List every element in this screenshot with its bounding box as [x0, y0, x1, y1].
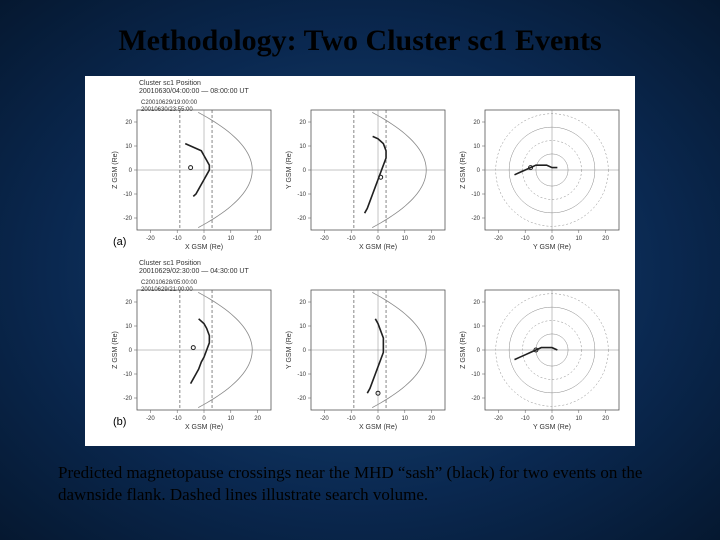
svg-text:-10: -10	[471, 372, 480, 378]
svg-text:Z GSM (Re): Z GSM (Re)	[112, 151, 119, 189]
svg-text:20: 20	[428, 416, 435, 422]
plot-a2: -20 -20 -10 -10 0 0 10 10 20 20 X GSM (Re) Y GSM (R…	[283, 82, 453, 252]
svg-text:-20: -20	[471, 216, 480, 222]
svg-text:20: 20	[254, 416, 261, 422]
svg-text:10: 10	[575, 416, 582, 422]
svg-text:-20: -20	[123, 396, 132, 402]
svg-text:X GSM (Re): X GSM (Re)	[185, 244, 223, 251]
svg-text:-10: -10	[471, 192, 480, 198]
svg-text:-20: -20	[494, 236, 503, 242]
svg-text:-10: -10	[347, 416, 356, 422]
svg-text:-10: -10	[297, 192, 306, 198]
panel-a3: -20 -20 -10 -10 0 0 10 10 20 20 Y GSM (Re) Z GSM (R…	[457, 82, 627, 252]
svg-text:10: 10	[227, 236, 234, 242]
svg-text:0: 0	[376, 236, 380, 242]
svg-text:-20: -20	[494, 416, 503, 422]
svg-text:-10: -10	[347, 236, 356, 242]
panel-b2: -20 -20 -10 -10 0 0 10 10 20 20 X GSM (Re) Y GSM (R…	[283, 262, 453, 432]
svg-text:10: 10	[299, 144, 306, 150]
svg-text:-20: -20	[320, 236, 329, 242]
svg-text:-20: -20	[320, 416, 329, 422]
svg-text:10: 10	[227, 416, 234, 422]
svg-text:0: 0	[477, 168, 481, 174]
svg-text:-10: -10	[123, 192, 132, 198]
svg-text:0: 0	[477, 348, 481, 354]
svg-text:20: 20	[299, 300, 306, 306]
svg-text:20: 20	[473, 300, 480, 306]
svg-text:-20: -20	[123, 216, 132, 222]
svg-text:X GSM (Re): X GSM (Re)	[359, 424, 397, 431]
svg-text:0: 0	[550, 416, 554, 422]
svg-text:0: 0	[202, 416, 206, 422]
svg-text:X GSM (Re): X GSM (Re)	[359, 244, 397, 251]
svg-text:-10: -10	[521, 236, 530, 242]
svg-text:20: 20	[428, 236, 435, 242]
svg-text:20: 20	[473, 120, 480, 126]
svg-text:-10: -10	[521, 416, 530, 422]
svg-text:10: 10	[401, 416, 408, 422]
svg-text:10: 10	[473, 324, 480, 330]
svg-text:Y GSM (Re): Y GSM (Re)	[533, 424, 571, 431]
svg-text:Y GSM (Re): Y GSM (Re)	[533, 244, 571, 251]
panel-a1: Cluster sc1 Position 20010630/04:00:00 —…	[109, 82, 279, 252]
svg-text:20: 20	[254, 236, 261, 242]
svg-text:0: 0	[376, 416, 380, 422]
svg-text:0: 0	[129, 348, 133, 354]
panel-b1: Cluster sc1 Position 20010629/02:30:00 —…	[109, 262, 279, 432]
svg-text:10: 10	[401, 236, 408, 242]
svg-text:-20: -20	[146, 236, 155, 242]
plot-a3: -20 -20 -10 -10 0 0 10 10 20 20 Y GSM (Re) Z GSM (R…	[457, 82, 627, 252]
slide: Methodology: Two Cluster sc1 Events (a) …	[0, 0, 720, 540]
svg-text:Y GSM (Re): Y GSM (Re)	[286, 331, 293, 369]
caption: Predicted magnetopause crossings near th…	[48, 462, 672, 506]
svg-text:20: 20	[602, 236, 609, 242]
svg-text:10: 10	[125, 144, 132, 150]
svg-text:-20: -20	[471, 396, 480, 402]
svg-text:-10: -10	[123, 372, 132, 378]
svg-text:-20: -20	[297, 216, 306, 222]
svg-text:20: 20	[602, 416, 609, 422]
svg-text:0: 0	[202, 236, 206, 242]
plot-a1: -20 -20 -10 -10 0 0 10 10 20 20 X GSM (Re) Z GSM (R…	[109, 82, 279, 252]
svg-text:10: 10	[473, 144, 480, 150]
figure-row-b: (b) Cluster sc1 Position 20010629/02:30:…	[109, 262, 629, 432]
svg-text:-10: -10	[173, 416, 182, 422]
plot-b1: -20 -20 -10 -10 0 0 10 10 20 20 X GSM (Re) Z GSM (R…	[109, 262, 279, 432]
svg-text:10: 10	[125, 324, 132, 330]
svg-text:0: 0	[550, 236, 554, 242]
plot-b2: -20 -20 -10 -10 0 0 10 10 20 20 X GSM (Re) Y GSM (R…	[283, 262, 453, 432]
svg-text:X GSM (Re): X GSM (Re)	[185, 424, 223, 431]
svg-text:-10: -10	[297, 372, 306, 378]
svg-text:10: 10	[299, 324, 306, 330]
panel-b3: -20 -20 -10 -10 0 0 10 10 20 20 Y GSM (Re) Z GSM (R…	[457, 262, 627, 432]
svg-text:Y GSM (Re): Y GSM (Re)	[286, 151, 293, 189]
svg-text:0: 0	[303, 348, 307, 354]
svg-text:-20: -20	[297, 396, 306, 402]
svg-text:20: 20	[125, 300, 132, 306]
svg-text:Z GSM (Re): Z GSM (Re)	[112, 331, 119, 369]
svg-text:0: 0	[129, 168, 133, 174]
svg-text:20: 20	[299, 120, 306, 126]
plot-b3: -20 -20 -10 -10 0 0 10 10 20 20 Y GSM (Re) Z GSM (R…	[457, 262, 627, 432]
svg-text:10: 10	[575, 236, 582, 242]
panel-a2: -20 -20 -10 -10 0 0 10 10 20 20 X GSM (Re) Y GSM (R…	[283, 82, 453, 252]
slide-title: Methodology: Two Cluster sc1 Events	[48, 24, 672, 58]
svg-text:-10: -10	[173, 236, 182, 242]
svg-text:0: 0	[303, 168, 307, 174]
svg-text:20: 20	[125, 120, 132, 126]
svg-text:Z GSM (Re): Z GSM (Re)	[460, 151, 467, 189]
svg-text:Z GSM (Re): Z GSM (Re)	[460, 331, 467, 369]
svg-text:-20: -20	[146, 416, 155, 422]
figure-row-a: (a) Cluster sc1 Position 20010630/04:00:…	[109, 82, 629, 252]
figure-container: (a) Cluster sc1 Position 20010630/04:00:…	[85, 76, 635, 446]
